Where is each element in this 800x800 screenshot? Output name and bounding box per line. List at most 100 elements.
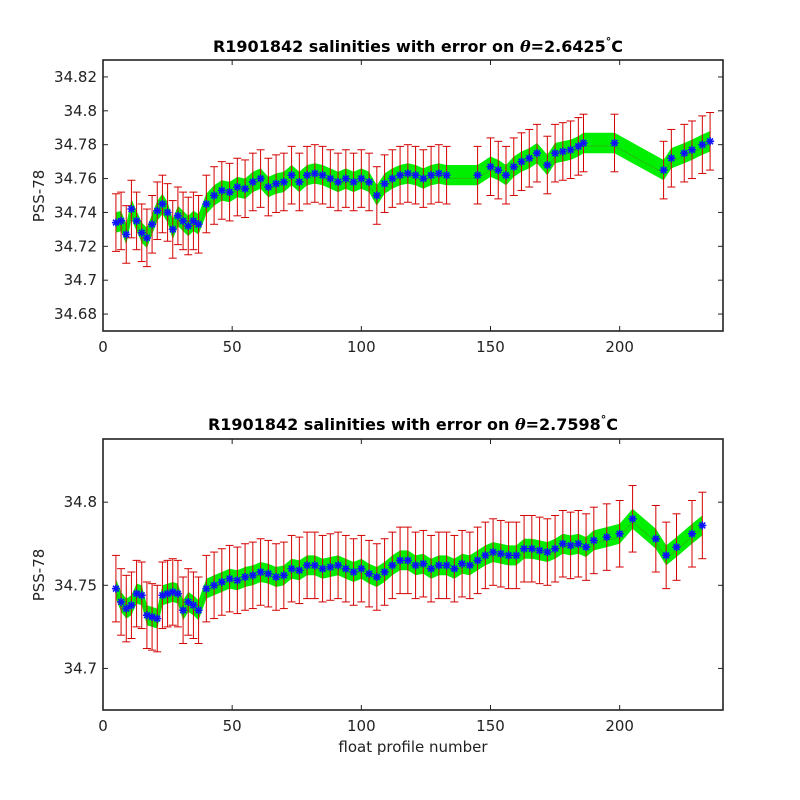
- data-point: [419, 174, 428, 183]
- data-point: [153, 206, 162, 215]
- data-point: [184, 221, 193, 230]
- data-point: [672, 543, 681, 552]
- data-point: [388, 174, 397, 183]
- data-point: [698, 521, 707, 530]
- data-point: [458, 559, 467, 568]
- y-axis-label-bottom: PSS-78: [30, 549, 48, 602]
- data-point: [535, 546, 544, 555]
- data-point: [651, 534, 660, 543]
- data-point: [388, 561, 397, 570]
- data-point: [179, 216, 188, 225]
- data-point: [434, 561, 443, 570]
- data-point: [574, 142, 583, 151]
- data-point: [225, 574, 234, 583]
- data-point: [295, 566, 304, 575]
- data-point: [341, 564, 350, 573]
- data-point: [256, 174, 265, 183]
- data-point: [512, 551, 521, 560]
- data-point: [543, 161, 552, 170]
- data-point: [279, 177, 288, 186]
- data-point: [341, 174, 350, 183]
- data-point: [334, 561, 343, 570]
- data-point: [566, 541, 575, 550]
- data-point: [334, 177, 343, 186]
- data-point: [241, 572, 250, 581]
- y-tick-label: 34.7: [64, 271, 97, 289]
- x-tick-label: 200: [605, 717, 634, 735]
- data-point: [502, 171, 510, 180]
- data-point: [558, 539, 567, 548]
- panel-top: R1901842 salinities with error on θ=2.64…: [30, 35, 724, 356]
- x-tick-label: 0: [98, 717, 108, 735]
- y-tick-label: 34.8: [64, 102, 97, 120]
- data-point: [380, 179, 389, 188]
- data-point: [127, 205, 136, 214]
- data-point: [473, 171, 482, 180]
- data-point: [434, 169, 443, 178]
- x-tick-label: 100: [347, 338, 376, 356]
- data-point: [184, 597, 193, 606]
- data-point: [551, 544, 560, 553]
- y-tick-label: 34.68: [54, 305, 97, 323]
- y-tick-label: 34.76: [54, 170, 97, 188]
- data-point: [403, 169, 412, 178]
- data-point: [303, 171, 312, 180]
- data-point: [194, 606, 203, 615]
- axes-frame: [102, 438, 724, 711]
- data-point: [189, 601, 198, 610]
- data-point: [411, 171, 420, 180]
- data-point: [111, 584, 120, 593]
- data-point: [233, 576, 242, 585]
- data-point: [450, 564, 459, 573]
- data-point: [494, 166, 503, 175]
- x-tick-label: 0: [98, 338, 108, 356]
- data-point: [615, 529, 624, 538]
- data-point: [659, 166, 668, 175]
- data-point: [117, 597, 126, 606]
- y-tick-label: 34.74: [54, 203, 97, 221]
- data-point: [122, 604, 131, 613]
- data-point: [132, 216, 141, 225]
- data-point: [628, 514, 637, 523]
- data-point: [489, 548, 498, 557]
- data-point: [310, 561, 319, 570]
- data-point: [558, 147, 567, 156]
- data-point: [272, 572, 281, 581]
- data-point: [486, 162, 495, 171]
- data-point: [137, 228, 146, 237]
- data-point: [189, 216, 198, 225]
- y-tick-label: 34.7: [64, 659, 97, 677]
- data-point: [287, 564, 296, 573]
- x-tick-label: 50: [223, 338, 242, 356]
- x-tick-label: 200: [605, 338, 634, 356]
- data-point: [272, 179, 281, 188]
- data-point: [303, 561, 312, 570]
- x-tick-label: 150: [476, 338, 505, 356]
- data-point: [194, 220, 203, 229]
- data-point: [179, 606, 188, 615]
- data-point: [473, 556, 482, 565]
- data-point: [442, 171, 451, 180]
- data-point: [582, 543, 591, 552]
- y-tick-label: 34.8: [64, 493, 97, 511]
- band-centerline: [115, 143, 711, 242]
- data-point: [217, 186, 226, 195]
- data-point: [153, 614, 162, 623]
- data-point: [465, 561, 474, 570]
- data-point: [419, 559, 428, 568]
- data-point: [525, 154, 534, 163]
- x-tick-label: 50: [223, 717, 242, 735]
- data-point: [310, 169, 319, 178]
- panel-bottom: R1901842 salinities with error on θ=2.75…: [30, 413, 724, 735]
- data-point: [287, 171, 296, 180]
- data-point: [496, 549, 505, 558]
- data-point: [688, 145, 696, 154]
- data-point: [326, 563, 335, 572]
- data-point: [706, 137, 715, 146]
- data-point: [602, 533, 611, 542]
- error-band: [115, 508, 703, 629]
- data-point: [504, 551, 513, 560]
- data-point: [357, 174, 366, 183]
- data-point: [589, 536, 598, 545]
